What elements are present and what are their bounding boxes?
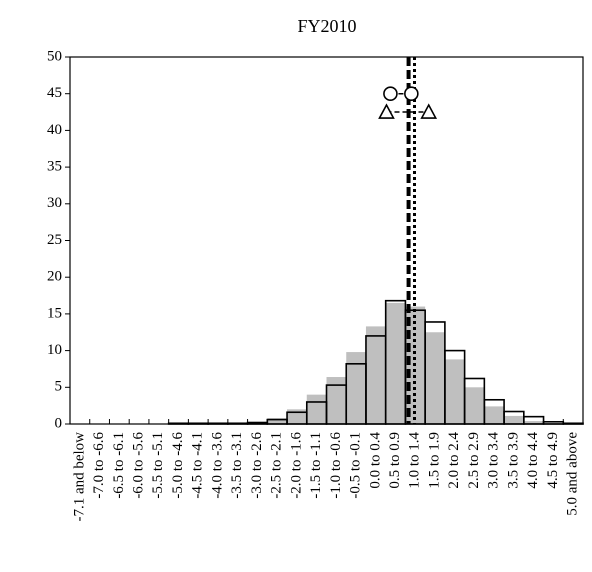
bar: [306, 394, 327, 424]
x-tick-label: -5.0 to -4.6: [170, 432, 186, 499]
x-tick-label: 4.0 to 4.4: [525, 432, 541, 489]
x-tick-label: 2.5 to 2.9: [466, 432, 482, 489]
x-tick-label: 3.0 to 3.4: [486, 432, 502, 489]
bar: [365, 326, 386, 424]
x-tick-label: -2.5 to -2.1: [269, 432, 285, 499]
y-tick-label: 15: [47, 305, 62, 321]
x-tick-label: -5.5 to -5.1: [150, 432, 166, 499]
y-tick-label: 40: [47, 122, 62, 138]
x-tick-label: -6.5 to -6.1: [111, 432, 127, 499]
x-tick-label: 1.5 to 1.9: [426, 432, 442, 489]
x-tick-label: -0.5 to -0.1: [348, 432, 364, 499]
bar: [267, 418, 288, 424]
y-tick-label: 35: [47, 159, 62, 175]
y-tick-label: 50: [47, 48, 62, 64]
x-tick-label: 4.5 to 4.9: [545, 432, 561, 489]
bar: [464, 387, 485, 424]
marker-triangle: [378, 103, 395, 119]
bar: [444, 359, 465, 424]
y-tick-label: 5: [55, 379, 63, 395]
y-tick-label: 10: [47, 342, 62, 358]
marker-triangle: [420, 103, 438, 119]
y-tick-label: 45: [47, 85, 62, 101]
x-tick-label: 2.0 to 2.4: [446, 432, 462, 489]
bar: [385, 302, 406, 424]
x-tick-label: 1.0 to 1.4: [407, 432, 423, 489]
x-tick-label: -2.0 to -1.6: [288, 432, 304, 499]
x-tick-label: -7.0 to -6.6: [91, 432, 107, 499]
bar: [484, 406, 505, 424]
chart-title: FY2010: [297, 16, 356, 36]
plot-frame: [69, 56, 584, 425]
x-tick-label: -1.5 to -1.1: [308, 432, 324, 499]
x-tick-label: 3.5 to 3.9: [505, 432, 521, 489]
bar: [346, 352, 366, 424]
marker-circle: [404, 86, 419, 101]
bar: [425, 332, 445, 424]
y-tick-label: 0: [55, 415, 63, 431]
bar: [504, 415, 524, 424]
y-tick-label: 30: [47, 195, 62, 211]
bar: [523, 421, 544, 424]
x-tick-label: 5.0 and above: [565, 432, 581, 516]
y-tick-label: 20: [47, 269, 62, 285]
x-tick-label: -4.0 to -3.6: [209, 432, 225, 499]
bar: [326, 377, 347, 424]
x-tick-label: -6.0 to -5.6: [130, 432, 146, 499]
x-tick-label: -3.5 to -3.1: [229, 432, 245, 499]
marker-circle: [383, 86, 398, 101]
x-tick-label: -3.0 to -2.6: [249, 432, 265, 499]
y-tick-label: 25: [47, 232, 62, 248]
x-tick-label: 0.0 to 0.4: [367, 432, 383, 489]
x-tick-label: -7.1 and below: [71, 432, 87, 522]
x-tick-label: 0.5 to 0.9: [387, 432, 403, 489]
x-tick-label: -1.0 to -0.6: [328, 432, 344, 499]
x-tick-label: -4.5 to -4.1: [190, 432, 206, 499]
